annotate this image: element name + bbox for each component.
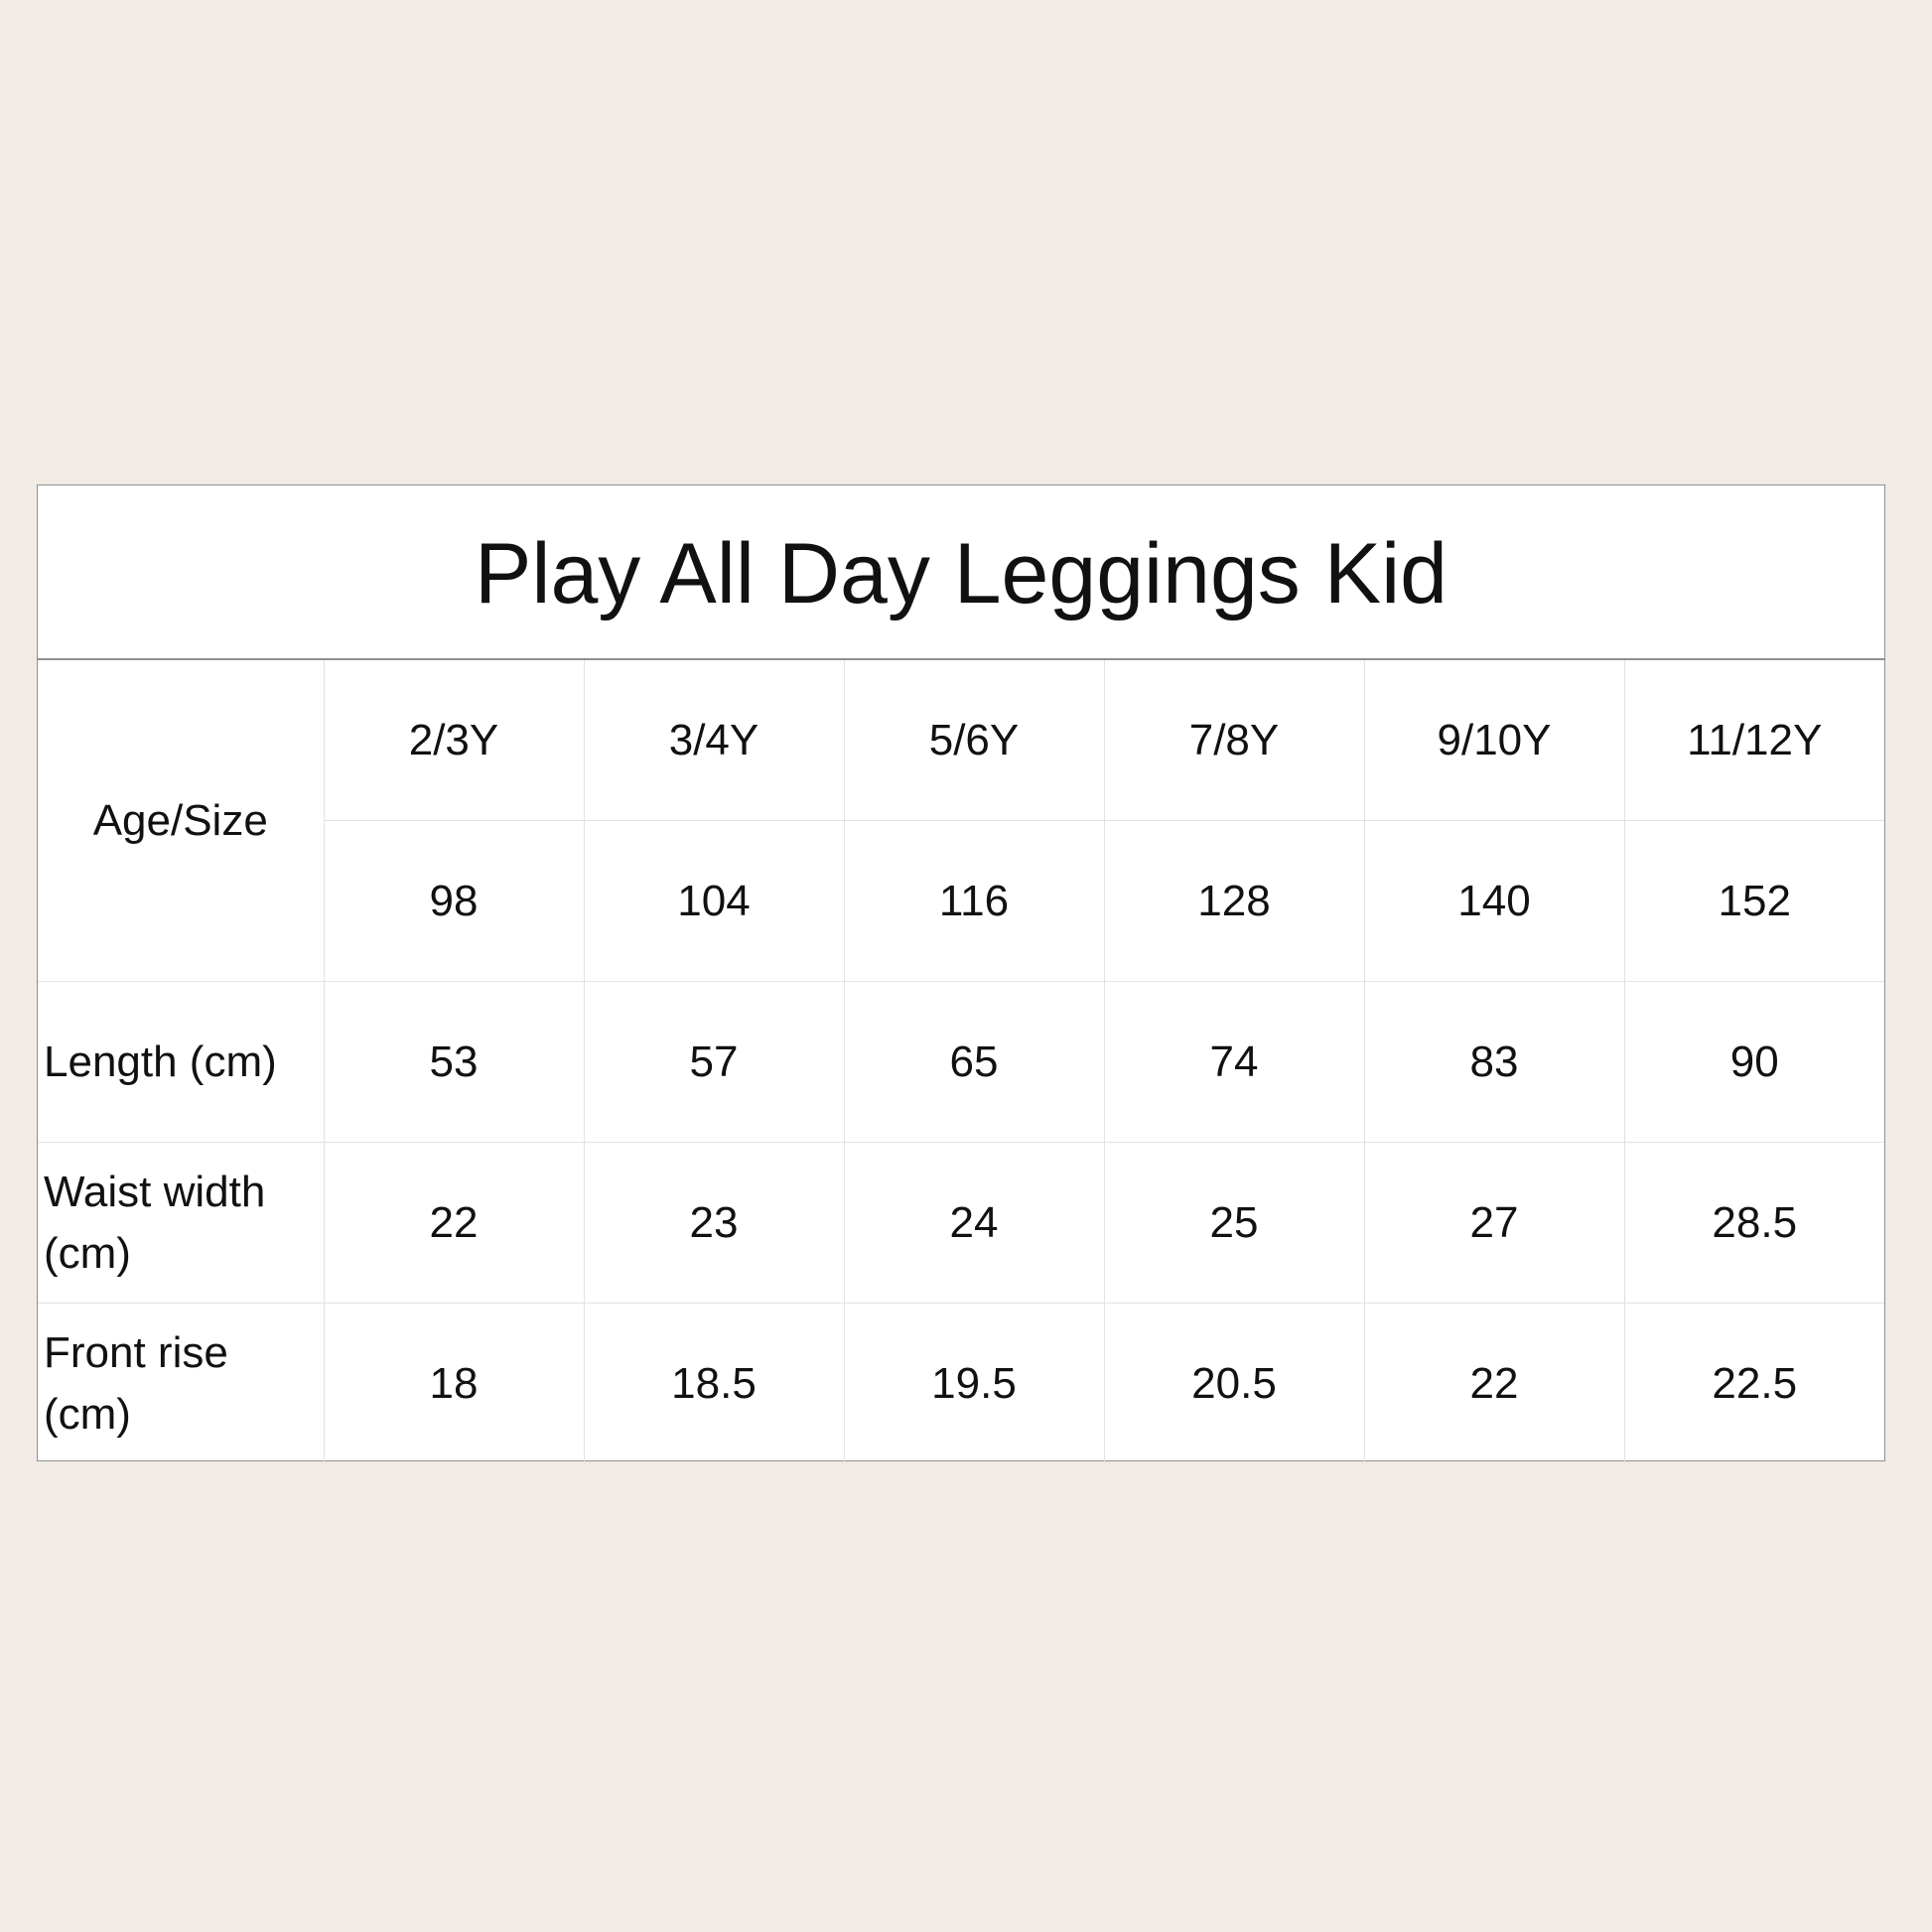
size-chart: Play All Day Leggings Kid Age/Size 2/3Y 3/… bbox=[37, 484, 1885, 1463]
value-cell: 18.5 bbox=[583, 1303, 845, 1463]
height-cell: 116 bbox=[843, 820, 1105, 982]
size-header: 7/8Y bbox=[1103, 660, 1365, 821]
value-cell: 65 bbox=[843, 981, 1105, 1143]
value-cell: 28.5 bbox=[1623, 1142, 1884, 1304]
value-cell: 20.5 bbox=[1103, 1303, 1365, 1463]
value-cell: 22 bbox=[1363, 1303, 1625, 1463]
value-cell: 57 bbox=[583, 981, 845, 1143]
height-cell: 98 bbox=[324, 820, 585, 982]
table-row: Front rise (cm) 18 18.5 19.5 20.5 22 22.5 bbox=[38, 1303, 1884, 1463]
size-table: Age/Size 2/3Y 3/4Y 5/6Y 7/8Y 9/10Y 11/12Y 98 104… bbox=[38, 660, 1884, 1463]
table-row: Age/Size 2/3Y 3/4Y 5/6Y 7/8Y 9/10Y 11/12Y bbox=[38, 660, 1884, 982]
value-cell: 24 bbox=[843, 1142, 1105, 1304]
height-cell: 140 bbox=[1363, 820, 1625, 982]
value-cell: 23 bbox=[583, 1142, 845, 1304]
size-header: 3/4Y bbox=[583, 660, 845, 821]
size-header: 5/6Y bbox=[843, 660, 1105, 821]
value-cell: 83 bbox=[1363, 981, 1625, 1143]
value-cell: 74 bbox=[1103, 981, 1365, 1143]
table-row: Length (cm) 53 57 65 74 83 90 bbox=[38, 981, 1884, 1143]
row-label-age-size: Age/Size bbox=[38, 660, 325, 982]
value-cell: 53 bbox=[323, 981, 585, 1143]
size-header: 11/12Y bbox=[1623, 660, 1884, 821]
value-cell: 22 bbox=[323, 1142, 585, 1304]
row-label: Waist width (cm) bbox=[38, 1142, 325, 1304]
value-cell: 27 bbox=[1363, 1142, 1625, 1304]
chart-title: Play All Day Leggings Kid bbox=[38, 485, 1884, 660]
row-label: Length (cm) bbox=[38, 981, 325, 1143]
value-cell: 22.5 bbox=[1623, 1303, 1884, 1463]
size-header: 9/10Y bbox=[1363, 660, 1625, 821]
row-label: Front rise (cm) bbox=[38, 1303, 325, 1463]
value-cell: 90 bbox=[1623, 981, 1884, 1143]
height-cell: 152 bbox=[1623, 820, 1884, 982]
table-row: 98 104 116 128 140 152 bbox=[38, 820, 1884, 982]
value-cell: 19.5 bbox=[843, 1303, 1105, 1463]
value-cell: 25 bbox=[1103, 1142, 1365, 1304]
height-cell: 128 bbox=[1103, 820, 1365, 982]
value-cell: 18 bbox=[323, 1303, 585, 1463]
size-header: 2/3Y bbox=[323, 660, 585, 821]
height-cell: 104 bbox=[583, 820, 845, 982]
table-row: Waist width (cm) 22 23 24 25 27 28.5 bbox=[38, 1142, 1884, 1304]
